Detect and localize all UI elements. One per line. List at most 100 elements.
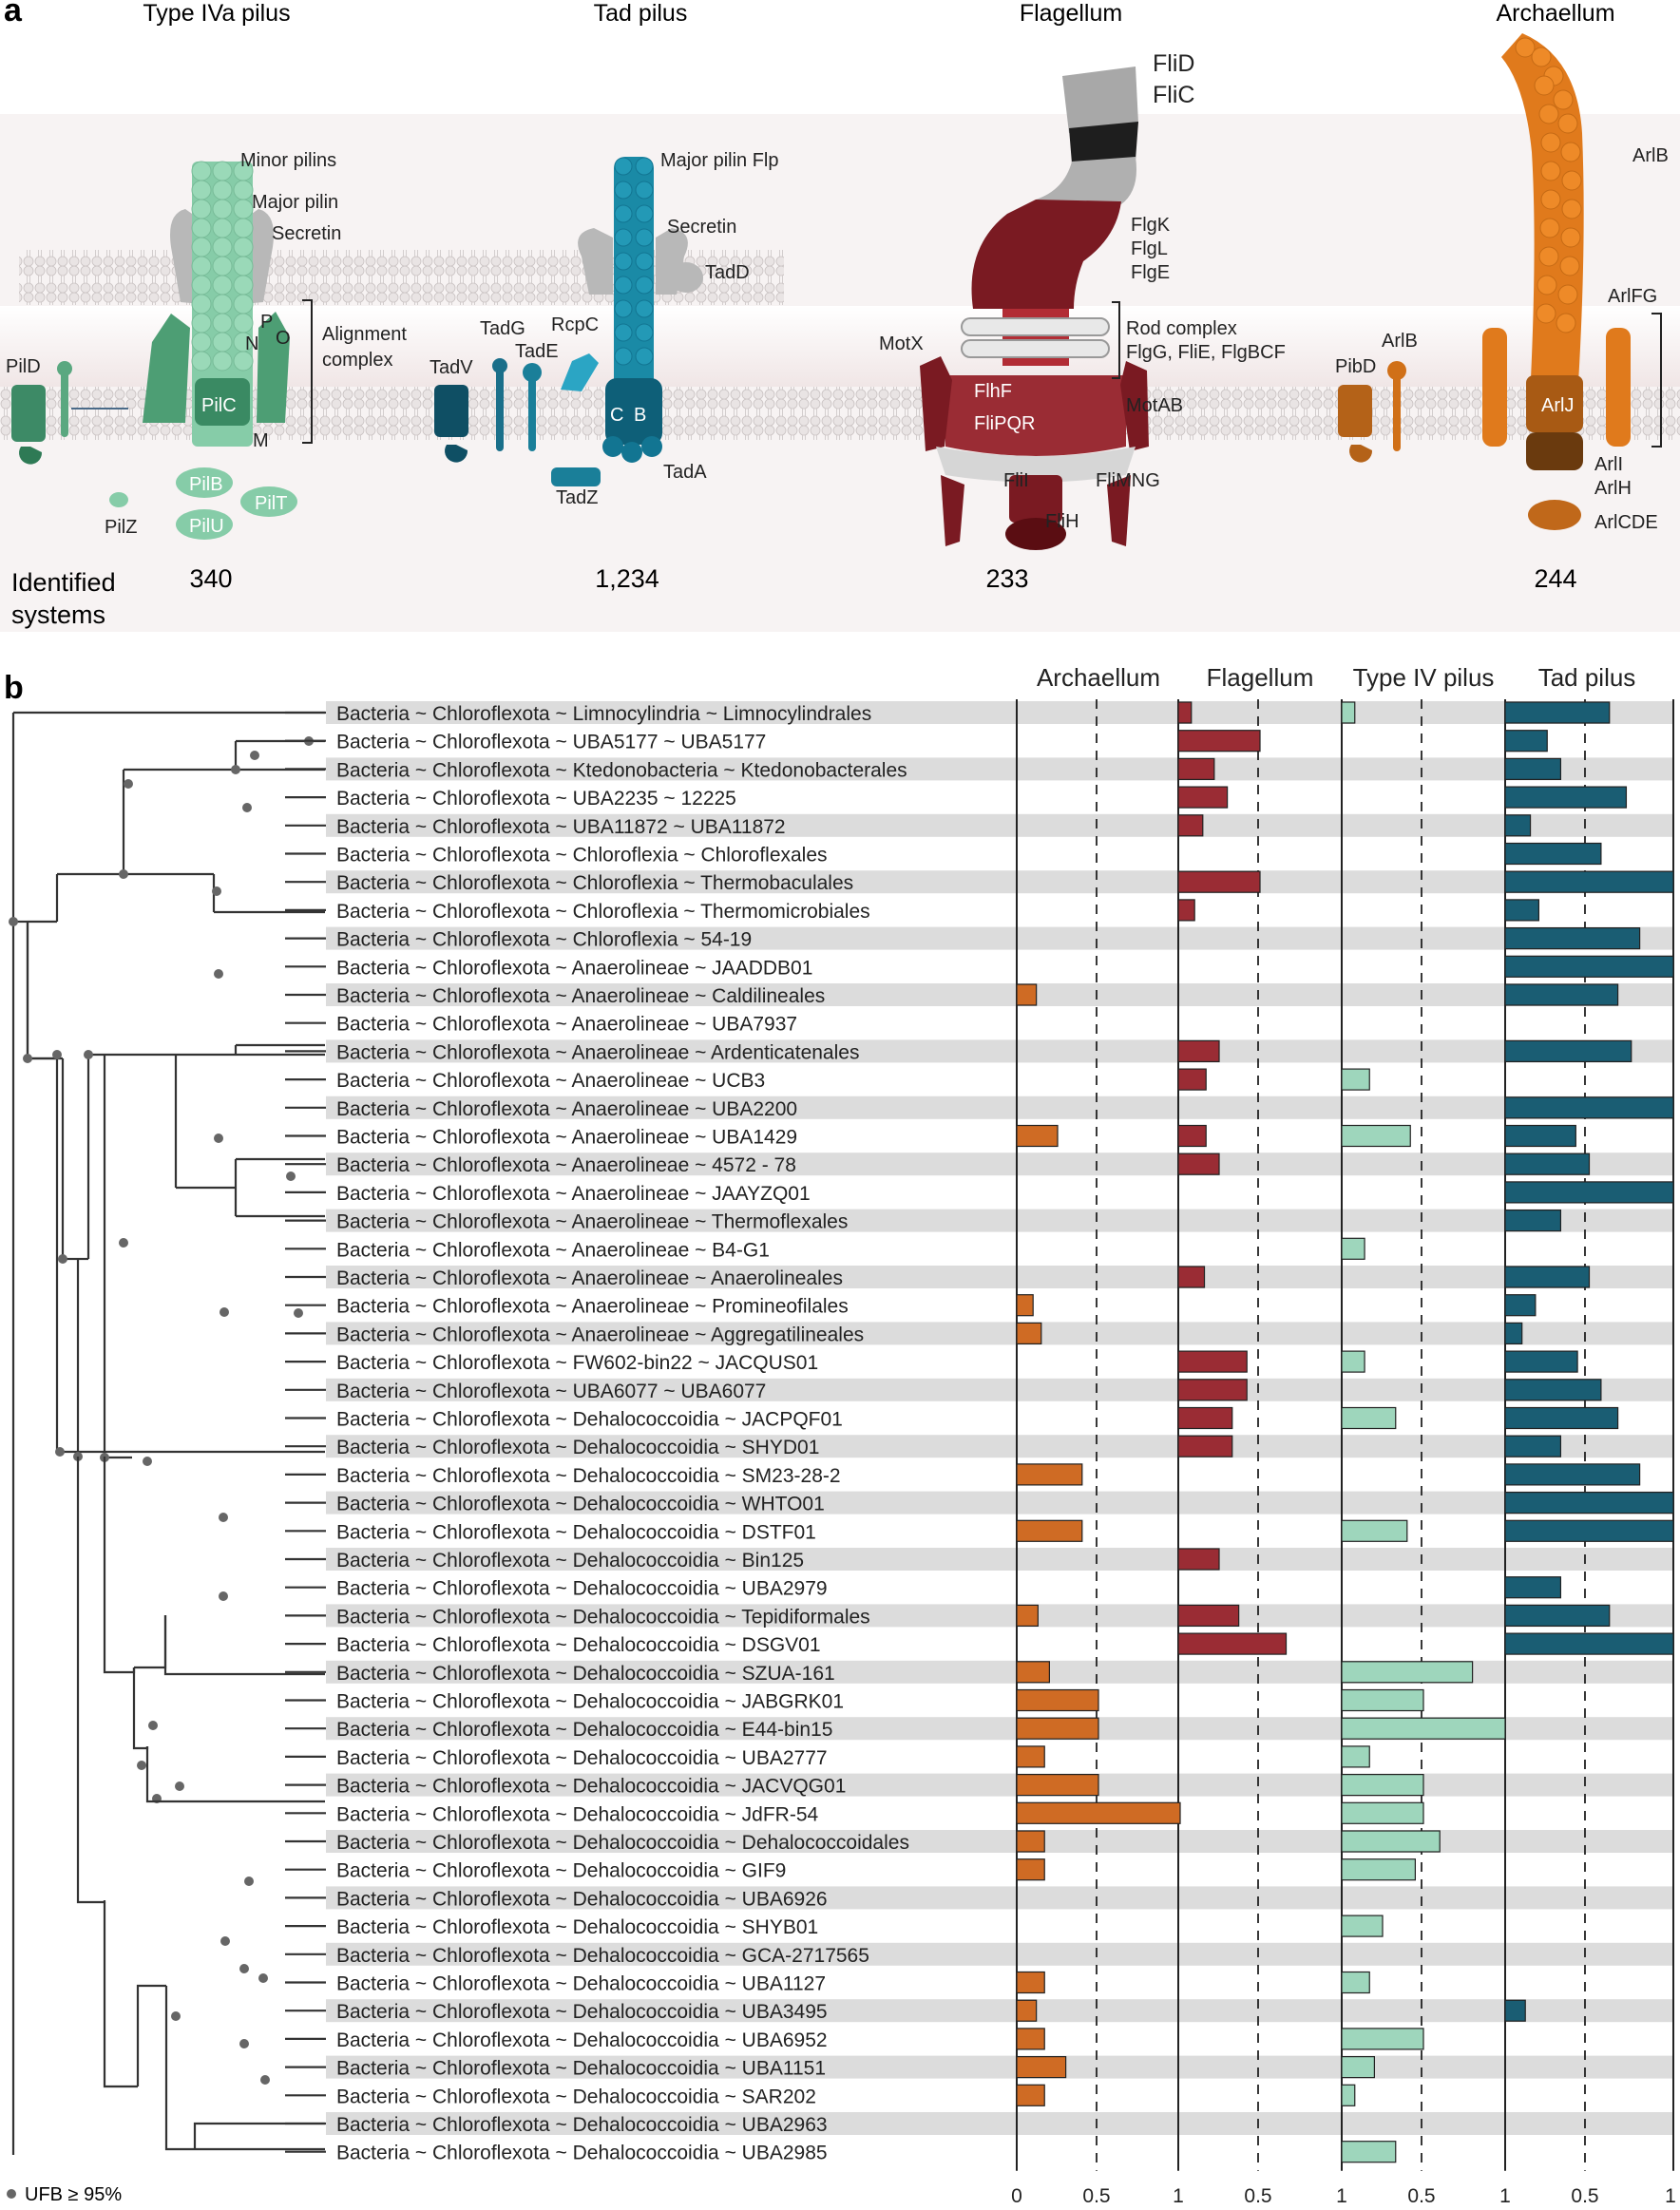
bar-tad-pilus: [1504, 870, 1674, 893]
taxon-label: Bacteria ~ Chloroflexota ~ Dehalococcoid…: [336, 1550, 804, 1572]
bar-type-iv-pilus: [1341, 1406, 1397, 1430]
flagellum-diagram: FliD FliC FlgK FlgL FlgE Rod complex Flg…: [879, 50, 1286, 550]
tadv-block: [434, 385, 468, 437]
taxon-label: Bacteria ~ Chloroflexota ~ Dehalococcoid…: [336, 1578, 828, 1600]
tree-lower: [76, 1457, 325, 2151]
bar-type-iv-pilus: [1341, 1237, 1365, 1260]
rcpc-shape: [561, 353, 599, 391]
row-stripe: [326, 1773, 1673, 1797]
bar-archaellum: [1016, 2028, 1045, 2050]
bar-tad-pilus: [1504, 1096, 1674, 1119]
taxon-label: Bacteria ~ Chloroflexota ~ Dehalococcoid…: [336, 1860, 786, 1882]
bar-flagellum: [1177, 786, 1229, 809]
row-stripe: [326, 1999, 1673, 2023]
count-archaellum: 244: [1534, 564, 1576, 593]
identified-label-2: systems: [11, 600, 105, 629]
row-stripe: [326, 1266, 1673, 1288]
flid-cap: [1062, 67, 1138, 133]
bar-archaellum: [1016, 1858, 1045, 1881]
bar-type-iv-pilus: [1341, 1745, 1370, 1768]
bar-flagellum: [1177, 1039, 1220, 1063]
label-pilb: PilB: [189, 474, 223, 495]
bar-type-iv-pilus: [1341, 701, 1356, 724]
bar-tad-pilus: [1504, 1209, 1562, 1232]
legend-ufb: UFB ≥ 95%: [25, 2184, 122, 2205]
arlcde-shape: [1528, 500, 1581, 530]
bar-tad-pilus: [1504, 701, 1611, 724]
bar-archaellum: [1016, 1124, 1059, 1148]
tad-cb-block: [605, 378, 662, 445]
label-tadg: TadG: [480, 318, 525, 339]
taxon-label: Bacteria ~ Chloroflexota ~ Ktedonobacter…: [336, 759, 907, 781]
label-tada: TadA: [663, 462, 707, 483]
row-stripe: [326, 1942, 1673, 1966]
label-alignment-1: Alignment: [322, 324, 407, 345]
tad-secretin-shape: [578, 228, 613, 295]
row-stripe: [326, 757, 1673, 781]
taxon-label: Bacteria ~ Chloroflexota ~ Dehalococcoid…: [336, 2029, 828, 2051]
taxon-label: Bacteria ~ Chloroflexota ~ Chloroflexia …: [336, 845, 828, 867]
taxon-label: Bacteria ~ Chloroflexota ~ Dehalococcoid…: [336, 2114, 828, 2136]
bar-archaellum: [1016, 1688, 1099, 1712]
x-tick-label: 0: [1011, 2185, 1022, 2207]
taxon-label: Bacteria ~ Chloroflexota ~ Dehalococcoid…: [336, 2086, 816, 2107]
system-title-archaellum: Archaellum: [1496, 0, 1614, 27]
taxon-label: Bacteria ~ Chloroflexota ~ Anaerolineae …: [336, 1296, 849, 1318]
bar-tad-pilus: [1504, 1294, 1537, 1317]
flagellum-base: [945, 375, 1126, 456]
bar-archaellum: [1016, 1463, 1083, 1486]
system-title-type4: Type IVa pilus: [143, 0, 290, 27]
row-stripe: [326, 2112, 1673, 2135]
bar-tad-pilus: [1504, 1124, 1576, 1148]
count-type4: 340: [189, 564, 232, 593]
row-stripe: [326, 983, 1673, 1006]
bar-tad-pilus: [1504, 926, 1641, 950]
motab-shape: [1120, 361, 1149, 451]
label-flgk: FlgK: [1131, 215, 1171, 236]
bar-flagellum: [1177, 1124, 1207, 1148]
label-major-pilin: Major pilin: [252, 192, 338, 213]
pilt-shape: [240, 486, 297, 517]
pibd-domain: [1349, 445, 1373, 463]
bar-tad-pilus: [1504, 1491, 1674, 1515]
bar-archaellum: [1016, 2084, 1045, 2106]
type4-pilus-diagram: Minor pilins Major pilin Secretin Alignm…: [6, 150, 407, 540]
taxon-label: Bacteria ~ Chloroflexota ~ Dehalococcoid…: [336, 1521, 816, 1543]
row-stripe: [326, 701, 1673, 724]
pild-block: [11, 385, 46, 442]
taxon-label: Bacteria ~ Chloroflexota ~ Dehalococcoid…: [336, 1409, 843, 1431]
bar-archaellum: [1016, 1801, 1181, 1824]
taxon-label: Bacteria ~ Chloroflexota ~ Dehalococcoid…: [336, 1945, 869, 1967]
identified-label-1: Identified: [11, 568, 116, 597]
label-flic: FliC: [1153, 82, 1194, 108]
bar-tad-pilus: [1504, 1576, 1562, 1599]
row-stripe: [326, 1095, 1673, 1119]
label-arlh: ArlH: [1594, 478, 1632, 499]
label-flii: FliI: [1003, 470, 1029, 491]
tree-leaf-lines: [285, 711, 326, 2153]
x-tick-label: 1: [1665, 2185, 1676, 2207]
alignment-bracket: [302, 299, 313, 444]
bar-type-iv-pilus: [1341, 1858, 1417, 1881]
taxon-label: Bacteria ~ Chloroflexota ~ Dehalococcoid…: [336, 1776, 846, 1798]
bar-flagellum: [1177, 1153, 1220, 1175]
bar-flagellum: [1177, 1548, 1220, 1571]
bar-flagellum: [1177, 1632, 1288, 1655]
count-tad: 1,234: [595, 564, 659, 593]
bar-type-iv-pilus: [1341, 1717, 1506, 1740]
taxon-label: Bacteria ~ Chloroflexota ~ UBA11872 ~ UB…: [336, 816, 786, 838]
x-tick-label: 1: [1499, 2185, 1511, 2207]
x-tick-label: 1: [1336, 2185, 1347, 2207]
tadv-domain: [445, 445, 468, 463]
ufb-nodes: [9, 736, 314, 2085]
taxon-label: Bacteria ~ Chloroflexota ~ Dehalococcoid…: [336, 1719, 832, 1741]
row-stripe: [326, 1491, 1673, 1515]
bar-tad-pilus: [1504, 1463, 1641, 1486]
panel-title: Type IV pilus: [1353, 663, 1495, 692]
panel-a: a Type IVa pilus Tad pilus Flagellum Arc…: [0, 0, 1680, 646]
bar-tad-pilus: [1504, 842, 1602, 866]
alignment-protein: [257, 312, 290, 423]
taxon-label: Bacteria ~ Chloroflexota ~ Dehalococcoid…: [336, 1691, 844, 1713]
label-p: P: [260, 312, 273, 333]
